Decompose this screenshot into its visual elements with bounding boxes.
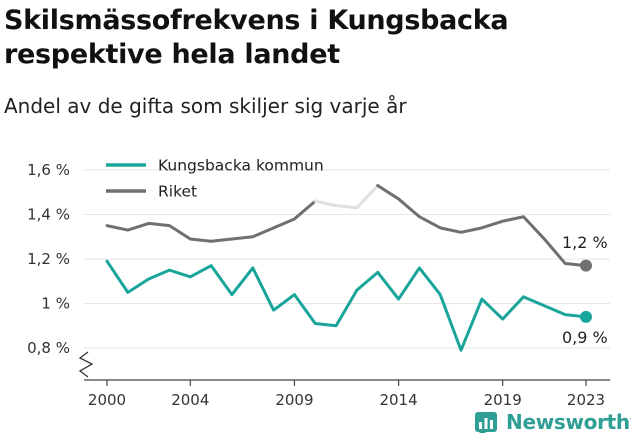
legend-label-kungsbacka: Kungsbacka kommun xyxy=(158,157,324,175)
y-tick-label: 1,4 % xyxy=(27,206,70,224)
series-line-kungsbacka xyxy=(105,259,588,352)
brand-name: Newsworthy xyxy=(506,410,631,434)
end-label-kungsbacka: 0,9 % xyxy=(562,328,608,347)
end-point-riket xyxy=(580,259,592,272)
axis-break-icon xyxy=(78,351,94,378)
x-tick-label: 2000 xyxy=(88,391,126,409)
y-tick-label: 1 % xyxy=(41,295,70,313)
x-tick-label: 2014 xyxy=(379,391,417,409)
series-line-riket-0 xyxy=(105,199,317,243)
x-axis: 2000 2004 2009 2014 2019 2023 xyxy=(84,379,610,409)
series-line-riket-2 xyxy=(376,184,588,268)
end-point-kungsbacka xyxy=(580,310,592,323)
legend: Kungsbacka kommun Riket xyxy=(106,157,324,201)
y-tick-label: 1,6 % xyxy=(27,161,70,179)
x-tick-label: 2004 xyxy=(171,391,209,409)
x-tick-label: 2019 xyxy=(484,391,522,409)
x-tick-label: 2023 xyxy=(567,391,605,409)
chart-subtitle: Andel av de gifta som skiljer sig varje … xyxy=(4,94,407,118)
y-axis-ticks: 0,8 % 1 % 1,2 % 1,4 % 1,6 % xyxy=(27,161,94,378)
gridlines xyxy=(84,169,610,349)
series-lines xyxy=(105,184,592,352)
series-line-riket-1 xyxy=(313,184,380,210)
chart-title: Skilsmässofrekvens i Kungsbacka respekti… xyxy=(4,5,509,70)
legend-label-riket: Riket xyxy=(158,183,197,201)
end-label-riket: 1,2 % xyxy=(562,233,608,252)
newsworthy-brand: Newsworthy xyxy=(474,406,631,438)
x-tick-label: 2009 xyxy=(275,391,313,409)
y-tick-label: 1,2 % xyxy=(27,250,70,268)
newsworthy-logo-icon xyxy=(475,412,497,433)
y-tick-label: 0,8 % xyxy=(27,339,70,357)
